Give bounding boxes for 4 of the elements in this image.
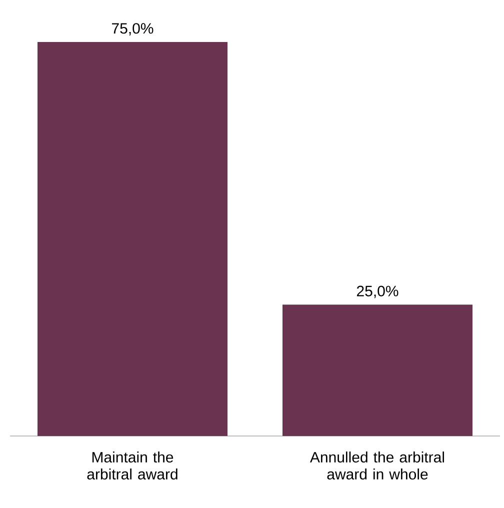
x-tick-label: Maintain the arbitral award xyxy=(87,452,178,480)
data-label: 25,0% xyxy=(356,286,398,298)
x-tick-label: Annulled the arbitral award in whole xyxy=(310,452,444,480)
data-label: 75,0% xyxy=(112,23,154,36)
